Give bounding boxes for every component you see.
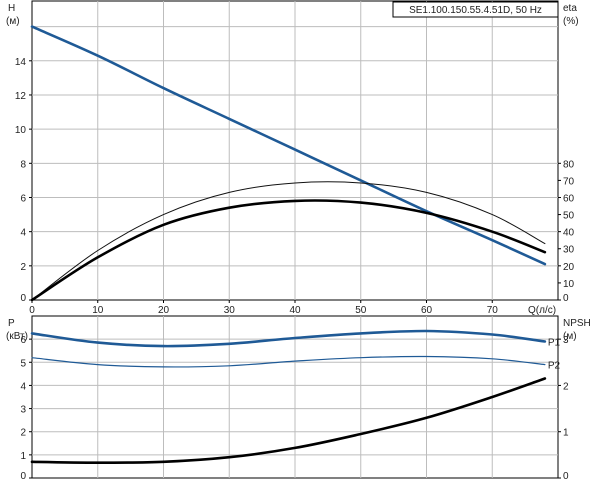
y-left-tick-label: 3 [20,405,26,416]
y-right-axis-unit: (м) [563,331,577,342]
chart-title: SE1.100.150.55.4.51D, 50 Hz [409,5,542,16]
x-tick-label: 0 [29,305,35,316]
y-left-tick-label: 6 [20,193,26,204]
x-tick-label: 50 [355,305,367,316]
y-left-axis-label: P [8,318,15,329]
y-right-tick-label: 0 [563,471,569,480]
x-tick-label: 10 [92,305,104,316]
y-right-tick-label: 40 [563,228,575,239]
y-right-tick-label: 70 [563,176,575,187]
y-right-tick-label: 30 [563,245,575,256]
y-left-tick-label: 10 [15,125,27,136]
y-left-tick-label: 12 [15,91,27,102]
x-tick-label: 30 [224,305,236,316]
series-line-0-0 [30,25,547,266]
y-right-tick-label: 50 [563,211,575,222]
series-line-1-2 [30,377,547,464]
x-tick-label: 40 [289,305,301,316]
series-label-p1: P1 [548,337,561,348]
series-line-1-0 [30,329,547,348]
y-right-tick-label: 3 [563,335,569,346]
y-left-tick-label: 1 [20,451,26,462]
y-left-tick-label: 2 [20,428,26,439]
y-right-axis-unit: (%) [563,16,579,27]
y-right-tick-label: 1 [563,428,569,439]
y-right-tick-label: 0 [563,293,569,304]
y-left-tick-label: 8 [20,159,26,170]
x-tick-label: 60 [421,305,433,316]
y-left-tick-label: 4 [20,228,26,239]
y-right-axis-label: NPSH [563,318,591,329]
x-tick-label: 70 [487,305,499,316]
y-left-tick-label: 2 [20,262,26,273]
y-left-tick-label: 5 [20,358,26,369]
y-left-axis-label: H [8,3,15,14]
y-right-tick-label: 10 [563,279,575,290]
series-label-p2: P2 [548,361,561,372]
y-right-tick-label: 20 [563,262,575,273]
x-tick-label: 20 [158,305,170,316]
y-left-axis-unit: (м) [6,16,20,27]
y-right-tick-label: 2 [563,381,569,392]
y-right-axis-label: eta [563,3,577,14]
y-left-axis-unit: (кВт) [6,331,28,342]
y-left-tick-label: 0 [20,293,26,304]
series-line-1-1 [31,355,546,368]
series-line-0-2 [30,199,547,302]
y-right-tick-label: 60 [563,193,575,204]
title-box [392,1,559,18]
series-line-0-1 [31,181,546,301]
y-left-tick-label: 6 [20,335,26,346]
y-left-tick-label: 14 [15,57,27,68]
x-axis-label: Q(л/с) [528,305,556,316]
y-left-tick-label: 0 [20,471,26,480]
y-right-tick-label: 80 [563,159,575,170]
y-left-tick-label: 4 [20,381,26,392]
